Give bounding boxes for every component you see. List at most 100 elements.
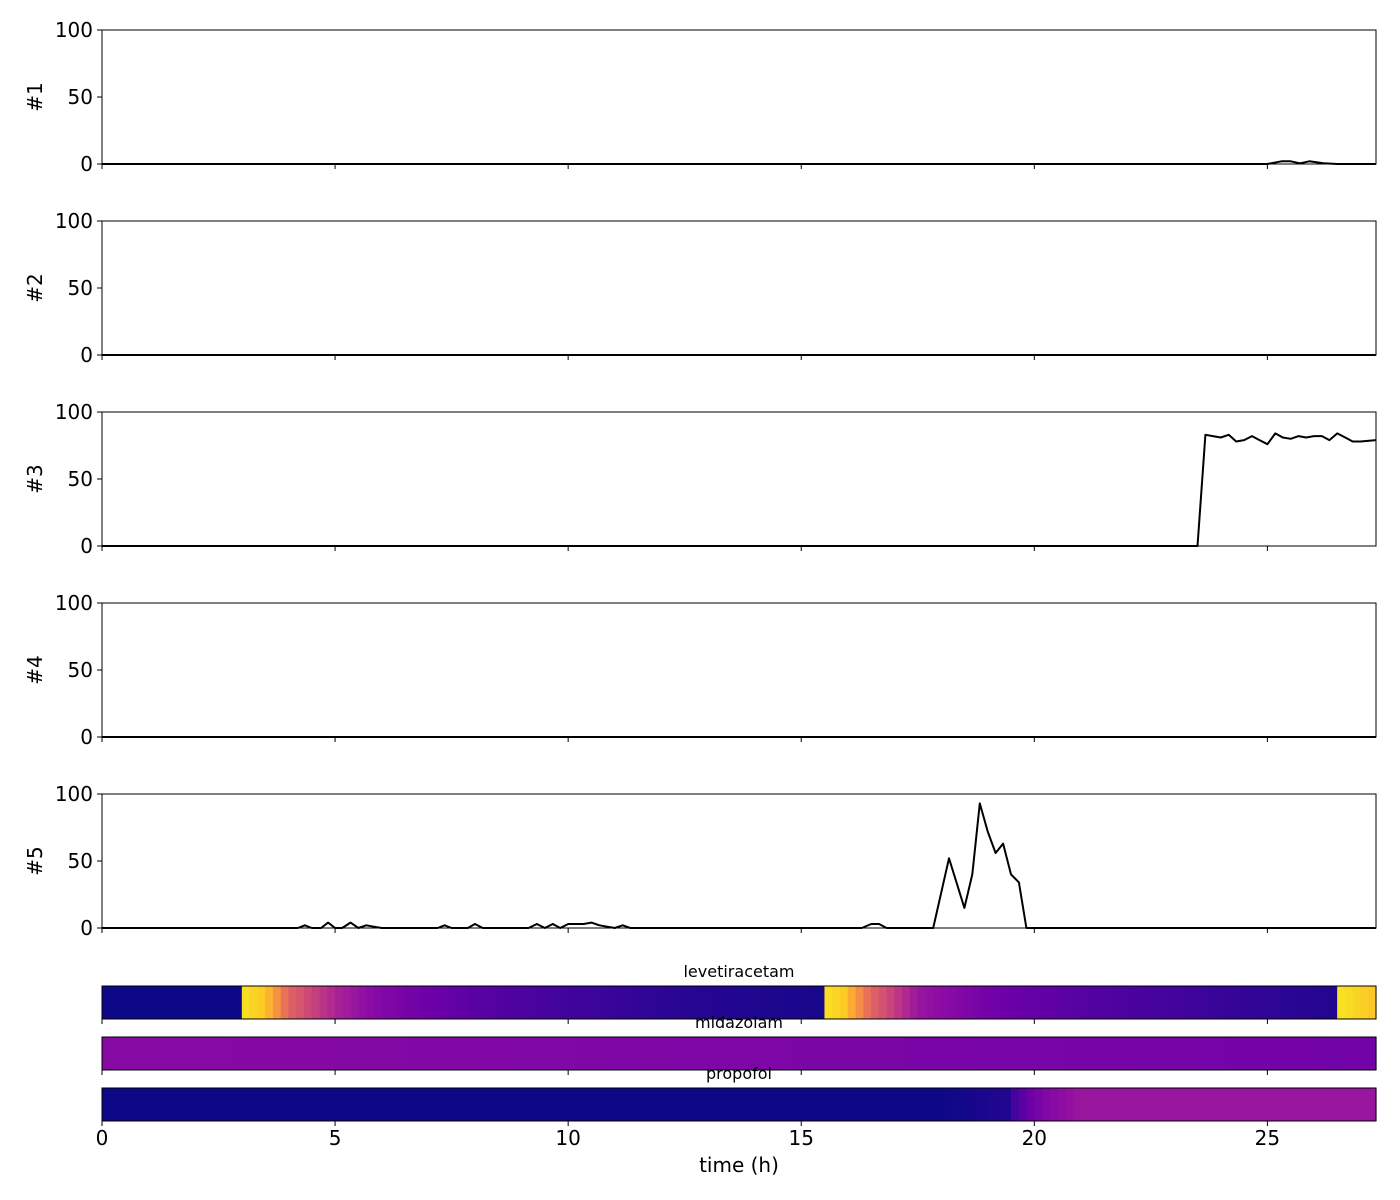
heat-cell bbox=[568, 986, 577, 1019]
heat-cell bbox=[350, 1088, 359, 1121]
heat-cell bbox=[1337, 1037, 1346, 1070]
heat-cell bbox=[560, 1037, 569, 1070]
heat-cell bbox=[1267, 1088, 1276, 1121]
heat-cell bbox=[661, 1088, 670, 1121]
heat-cell bbox=[560, 986, 569, 1019]
heatmap-levetiracetam: levetiracetam bbox=[101, 962, 1377, 1024]
heat-cell bbox=[886, 1037, 895, 1070]
heat-cell bbox=[1360, 986, 1369, 1019]
heat-cell bbox=[614, 1037, 624, 1070]
heat-cell bbox=[1057, 1088, 1066, 1121]
heat-cell bbox=[1065, 1088, 1074, 1121]
heat-cell bbox=[785, 986, 794, 1019]
heat-cell bbox=[102, 1037, 111, 1070]
heat-cell bbox=[614, 986, 624, 1019]
heat-cell bbox=[956, 1037, 965, 1070]
heat-cell bbox=[1236, 1088, 1245, 1121]
heat-cell bbox=[1290, 1037, 1299, 1070]
heat-cell bbox=[358, 986, 367, 1019]
heat-cell bbox=[940, 1037, 950, 1070]
heat-cell bbox=[762, 1037, 771, 1070]
heat-cell bbox=[459, 1037, 468, 1070]
heat-cell bbox=[933, 1088, 942, 1121]
heat-cell bbox=[676, 1037, 686, 1070]
panel-frame bbox=[101, 793, 1377, 929]
heat-cell bbox=[1119, 1037, 1129, 1070]
heat-cell bbox=[1205, 986, 1214, 1019]
heat-cell bbox=[1329, 986, 1338, 1019]
heat-cell bbox=[731, 1088, 740, 1121]
heat-cell bbox=[707, 1037, 717, 1070]
heat-cell bbox=[327, 986, 336, 1019]
heat-cell bbox=[839, 986, 849, 1019]
heat-cell bbox=[1212, 1037, 1222, 1070]
heat-cell bbox=[381, 1088, 391, 1121]
heat-cell bbox=[257, 986, 266, 1019]
heat-cell bbox=[1228, 1088, 1237, 1121]
heatmap-propofol: propofol bbox=[101, 1064, 1377, 1126]
heat-cell bbox=[1049, 1088, 1059, 1121]
x-tick-label: 0 bbox=[96, 1126, 109, 1150]
heat-cell bbox=[987, 1088, 996, 1121]
heat-cell bbox=[871, 986, 880, 1019]
heat-cell bbox=[1306, 986, 1315, 1019]
heat-cell bbox=[133, 1037, 142, 1070]
heat-cell bbox=[1321, 1088, 1330, 1121]
heat-cell bbox=[117, 986, 126, 1019]
heat-cell bbox=[1003, 1037, 1012, 1070]
heat-cell bbox=[505, 1088, 515, 1121]
heat-cell bbox=[544, 986, 554, 1019]
heat-cell bbox=[979, 1088, 989, 1121]
heat-cell bbox=[824, 1088, 833, 1121]
heat-cell bbox=[272, 986, 282, 1019]
heat-cell bbox=[148, 986, 157, 1019]
heat-cell bbox=[878, 1088, 888, 1121]
heat-cell bbox=[412, 1037, 422, 1070]
heat-cell bbox=[1368, 1088, 1377, 1121]
heat-cell bbox=[878, 1037, 888, 1070]
heat-cell bbox=[436, 1037, 445, 1070]
heat-cell bbox=[109, 986, 119, 1019]
heat-cell bbox=[544, 1037, 554, 1070]
heat-cell bbox=[249, 986, 258, 1019]
heat-cell bbox=[1337, 1088, 1346, 1121]
heat-cell bbox=[1104, 986, 1113, 1019]
heat-cell bbox=[280, 1037, 290, 1070]
heat-cell bbox=[902, 1037, 911, 1070]
heat-cell bbox=[855, 986, 864, 1019]
y-axis-label: #5 bbox=[23, 846, 47, 875]
heat-cell bbox=[171, 1088, 181, 1121]
heat-cell bbox=[428, 1088, 437, 1121]
heat-cell bbox=[1259, 986, 1268, 1019]
heat-cell bbox=[1220, 1088, 1229, 1121]
heat-cell bbox=[1034, 1088, 1043, 1121]
heatmap-title: midazolam bbox=[695, 1013, 783, 1032]
heat-cell bbox=[739, 1088, 748, 1121]
heat-cell bbox=[482, 1037, 492, 1070]
y-tick-label: 100 bbox=[55, 591, 93, 615]
heat-cell bbox=[622, 1088, 631, 1121]
heat-cell bbox=[311, 1088, 321, 1121]
x-axis-label: time (h) bbox=[699, 1153, 779, 1177]
heat-cell bbox=[762, 1088, 771, 1121]
heat-cell bbox=[428, 986, 437, 1019]
heat-cell bbox=[661, 986, 670, 1019]
heat-cell bbox=[863, 986, 872, 1019]
heat-cell bbox=[1313, 1088, 1323, 1121]
heat-cell bbox=[1073, 1088, 1082, 1121]
heat-cell bbox=[226, 1088, 235, 1121]
heat-cell bbox=[1010, 1037, 1020, 1070]
heat-cell bbox=[653, 1088, 662, 1121]
heat-cell bbox=[1344, 1088, 1354, 1121]
heat-cell bbox=[164, 986, 173, 1019]
heat-cell bbox=[1313, 1037, 1323, 1070]
heat-cell bbox=[909, 986, 919, 1019]
heat-cell bbox=[1236, 986, 1245, 1019]
heat-cell bbox=[366, 1088, 375, 1121]
heat-cell bbox=[280, 986, 290, 1019]
heat-cell bbox=[234, 1088, 243, 1121]
heat-cell bbox=[241, 1088, 251, 1121]
heat-cell bbox=[1142, 1088, 1152, 1121]
heat-cell bbox=[187, 986, 196, 1019]
heat-cell bbox=[1065, 1037, 1074, 1070]
